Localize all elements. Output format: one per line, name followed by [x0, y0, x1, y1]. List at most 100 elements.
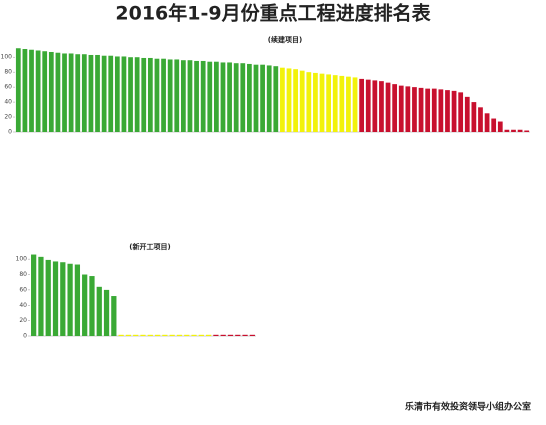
bar: [214, 61, 219, 133]
bar: [235, 334, 241, 336]
bar: [484, 113, 490, 132]
bar: [133, 334, 139, 336]
bar: [147, 334, 153, 336]
bar: [313, 72, 318, 132]
bar: [517, 129, 523, 132]
chart-title: (新开工项目): [129, 242, 170, 251]
bar: [286, 68, 292, 132]
y-tick-label: 100: [1, 54, 13, 61]
bar: [398, 85, 404, 132]
bar: [471, 102, 477, 132]
bar: [154, 58, 160, 132]
bar: [15, 48, 21, 132]
bar: [365, 79, 371, 132]
bar: [352, 77, 358, 132]
bar: [511, 129, 516, 132]
bar: [141, 57, 147, 132]
bar: [385, 82, 391, 132]
footer: 乐清市有效投资领导小组办公室: [405, 401, 531, 413]
bar: [392, 84, 398, 132]
chart-title: (续建项目): [268, 35, 302, 44]
y-tick-label: 40: [4, 99, 12, 106]
bar: [464, 96, 470, 132]
bar: [200, 60, 206, 132]
bar: [260, 64, 265, 132]
bar: [478, 107, 483, 132]
bar: [62, 53, 67, 133]
bar: [147, 57, 153, 132]
bar: [35, 50, 41, 133]
bar: [405, 86, 411, 132]
bar: [55, 52, 61, 132]
bar: [89, 276, 95, 336]
bar: [169, 334, 175, 336]
y-tick-label: 80: [19, 271, 27, 278]
bar: [167, 59, 173, 132]
bar: [412, 87, 417, 132]
bar: [220, 62, 226, 132]
bar: [346, 76, 351, 132]
y-tick-label: 40: [19, 302, 27, 309]
bar: [445, 90, 450, 132]
page-title: 2016年1-9月份重点工程进度排名表: [115, 2, 431, 25]
bar: [266, 65, 272, 132]
bar: [339, 75, 345, 132]
bar: [431, 88, 437, 132]
bar: [220, 334, 226, 336]
bar: [273, 66, 279, 132]
y-tick-label: 80: [4, 69, 12, 76]
bar: [194, 60, 199, 132]
bar: [504, 129, 510, 132]
bar: [191, 334, 197, 336]
bar: [326, 74, 331, 132]
bar: [101, 55, 107, 132]
bar: [418, 87, 424, 132]
bar: [67, 263, 73, 336]
bar: [379, 81, 384, 132]
bar: [22, 48, 28, 132]
bar: [174, 59, 180, 132]
bar: [359, 78, 365, 132]
bar: [319, 73, 325, 132]
bar: [491, 118, 497, 132]
bar: [161, 58, 166, 132]
bar: [75, 54, 81, 132]
bar: [95, 54, 100, 133]
bar: [154, 334, 161, 336]
bar: [118, 334, 124, 336]
bar: [134, 57, 140, 132]
bar: [227, 62, 232, 132]
bar: [299, 70, 305, 132]
bar: [497, 121, 503, 132]
bar: [198, 334, 204, 336]
bar: [128, 57, 133, 132]
bar: [114, 56, 120, 132]
bar: [31, 254, 37, 336]
y-tick-label: 60: [4, 84, 12, 91]
bar: [74, 264, 81, 336]
bar: [180, 60, 186, 132]
bar: [280, 67, 285, 132]
bar: [205, 334, 212, 336]
bar: [451, 90, 457, 132]
bar: [48, 51, 54, 133]
bar: [240, 63, 246, 133]
bar: [242, 334, 248, 336]
y-tick-label: 20: [4, 114, 12, 121]
bar: [108, 55, 114, 132]
bar: [213, 334, 219, 336]
y-tick-label: 20: [19, 317, 27, 324]
bar: [207, 61, 213, 133]
bar: [140, 334, 146, 336]
bar: [233, 63, 239, 133]
bar: [458, 92, 464, 132]
bar: [227, 334, 234, 336]
bar: [184, 334, 190, 336]
bar: [60, 262, 66, 336]
y-tick-label: 60: [19, 286, 27, 293]
bar: [103, 289, 110, 336]
bar: [96, 286, 102, 336]
bar: [306, 72, 312, 132]
bar: [293, 69, 298, 132]
